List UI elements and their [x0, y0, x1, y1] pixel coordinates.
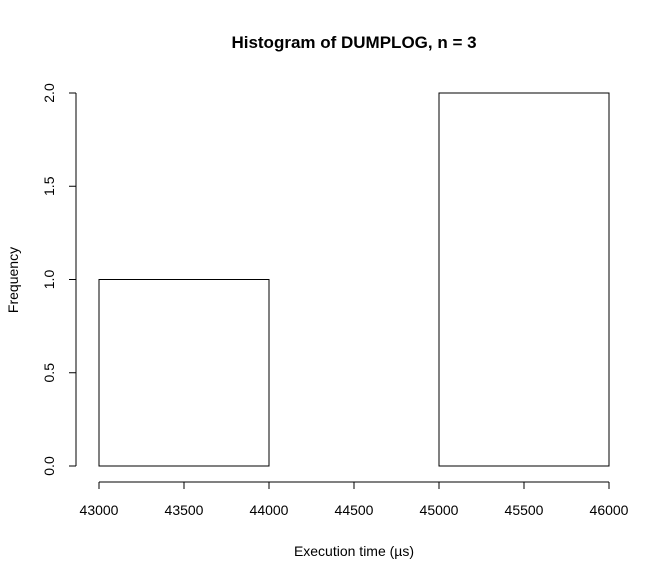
- x-tick-label: 45000: [420, 502, 459, 518]
- histogram-bar-2: [438, 92, 610, 467]
- x-tick-label: 46000: [590, 502, 629, 518]
- y-tick-label: 0.5: [41, 363, 57, 383]
- x-tick-label: 44500: [335, 502, 374, 518]
- y-axis-label: Frequency: [5, 247, 21, 313]
- x-tick-label: 44000: [250, 502, 289, 518]
- chart-title: Histogram of DUMPLOG, n = 3: [231, 33, 476, 52]
- bars-layer: [98, 92, 610, 467]
- y-tick-label: 2.0: [41, 83, 57, 103]
- y-tick-label: 0.0: [41, 456, 57, 476]
- x-tick-label: 43500: [165, 502, 204, 518]
- histogram-bar-0: [98, 279, 270, 467]
- x-tick-label: 43000: [80, 502, 119, 518]
- x-axis: 43000 43500 44000 44500 45000 45500 46000: [80, 481, 629, 518]
- y-tick-label: 1.0: [41, 270, 57, 290]
- y-tick-label: 1.5: [41, 176, 57, 196]
- x-tick-label: 45500: [505, 502, 544, 518]
- y-axis: 0.0 0.5 1.0 1.5 2.0: [41, 83, 77, 476]
- x-axis-label: Execution time (µs): [294, 543, 414, 559]
